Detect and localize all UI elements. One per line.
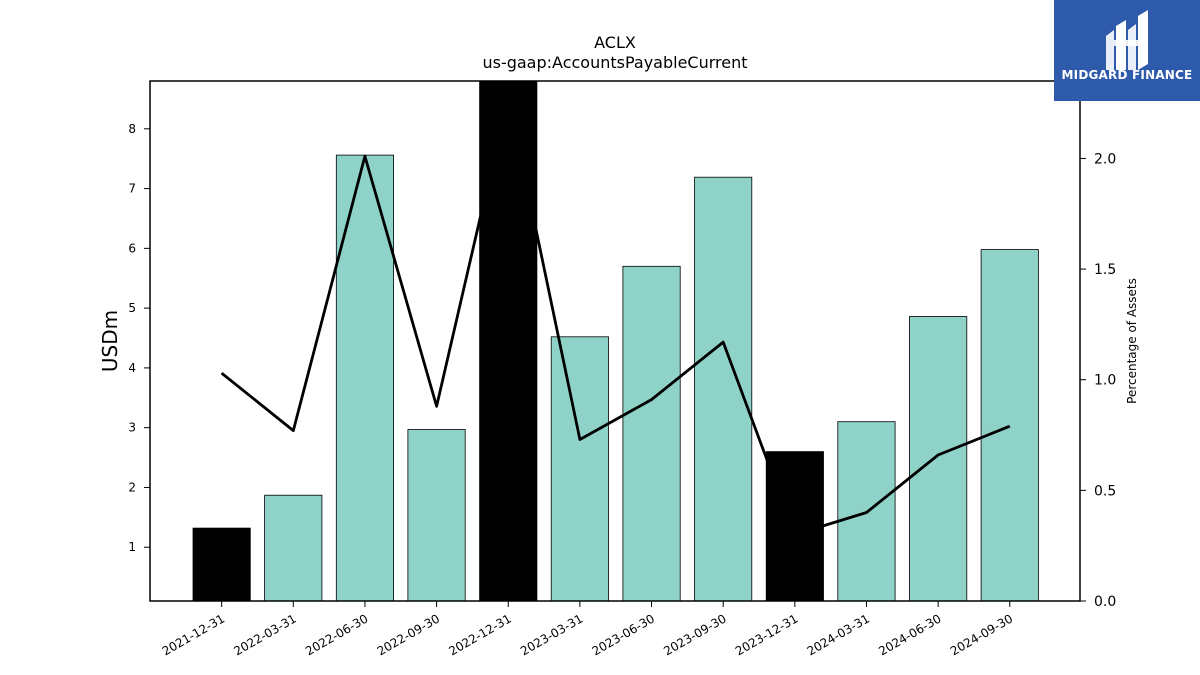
y-tick-label: 3 bbox=[128, 421, 136, 435]
x-tick-label: 2022-09-30 bbox=[375, 611, 442, 658]
plot-frame bbox=[149, 80, 1081, 602]
bar-2024-09-30 bbox=[980, 249, 1039, 602]
y2-axis-label: Percentage of Assets bbox=[1125, 278, 1139, 404]
y-tick-label: 8 bbox=[128, 122, 136, 136]
y-axis-label: USDm bbox=[98, 310, 122, 372]
x-tick-label: 2024-09-30 bbox=[948, 611, 1015, 658]
x-tick-label: 2024-06-30 bbox=[876, 611, 943, 658]
logo-text: MIDGARD FINANCE bbox=[1061, 68, 1193, 82]
chart-subtitle: us-gaap:AccountsPayableCurrent bbox=[482, 53, 747, 72]
x-tick-label: 2023-09-30 bbox=[661, 611, 728, 658]
x-tick-label: 2023-06-30 bbox=[590, 611, 657, 658]
x-tick-label: 2023-03-31 bbox=[518, 611, 585, 658]
bar-2022-03-31 bbox=[264, 494, 323, 602]
y2-tick-label: 1.0 bbox=[1094, 373, 1116, 389]
y2-tick-label: 0.0 bbox=[1094, 594, 1116, 610]
bar-2023-03-31 bbox=[550, 336, 609, 602]
y-tick-label: 5 bbox=[128, 301, 136, 315]
bar-2023-06-30 bbox=[622, 265, 681, 602]
percentage-line bbox=[220, 95, 1011, 536]
x-axis: 2021-12-31 2022-03-31 2022-06-30 2022-09-30… bbox=[160, 601, 1015, 658]
y2-tick-label: 2.0 bbox=[1094, 151, 1116, 167]
bar-2022-09-30 bbox=[407, 429, 466, 602]
bar-layer bbox=[192, 80, 1039, 602]
y-tick-label: 6 bbox=[128, 241, 136, 255]
chart-title: ACLX bbox=[594, 33, 636, 52]
y-tick-label: 2 bbox=[128, 480, 136, 494]
x-tick-label: 2023-12-31 bbox=[733, 611, 800, 658]
y2-tick-label: 0.5 bbox=[1094, 483, 1116, 499]
bar-2023-09-30 bbox=[694, 176, 753, 602]
x-tick-label: 2021-12-31 bbox=[160, 611, 227, 658]
y-axis-right: 0.0 0.5 1.0 1.5 2.0 bbox=[1080, 151, 1116, 610]
midgard-finance-logo: MIDGARD FINANCE bbox=[1054, 0, 1200, 101]
bar-2021-12-31 bbox=[192, 527, 251, 602]
x-tick-label: 2022-03-31 bbox=[231, 611, 298, 658]
bar-2024-06-30 bbox=[909, 316, 968, 602]
y-tick-label: 1 bbox=[128, 540, 136, 554]
logo-mark-icon bbox=[1106, 10, 1148, 70]
y-tick-label: 7 bbox=[128, 182, 136, 196]
y2-tick-label: 1.5 bbox=[1094, 262, 1116, 278]
y-tick-label: 4 bbox=[128, 361, 136, 375]
bar-2023-12-31 bbox=[765, 451, 824, 602]
bar-2022-12-31 bbox=[479, 80, 538, 602]
x-tick-label: 2024-03-31 bbox=[805, 611, 872, 658]
y-axis-left: 1 2 3 4 5 6 7 8 bbox=[128, 122, 150, 554]
x-tick-label: 2022-06-30 bbox=[303, 611, 370, 658]
x-tick-label: 2022-12-31 bbox=[446, 611, 513, 658]
line-layer bbox=[220, 95, 1011, 536]
